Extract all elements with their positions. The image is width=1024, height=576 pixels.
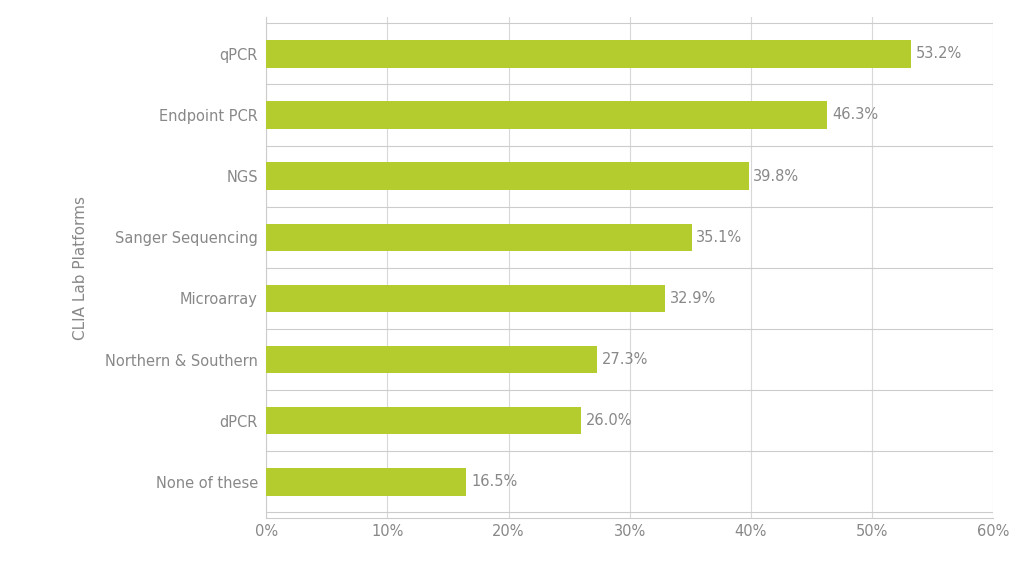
Text: 27.3%: 27.3% — [602, 352, 648, 367]
Bar — [266, 407, 582, 434]
Text: 32.9%: 32.9% — [670, 291, 716, 306]
Text: 39.8%: 39.8% — [754, 169, 800, 184]
Text: 16.5%: 16.5% — [471, 475, 517, 490]
Bar — [266, 223, 691, 251]
Y-axis label: CLIA Lab Platforms: CLIA Lab Platforms — [74, 196, 88, 340]
Text: 53.2%: 53.2% — [915, 46, 962, 61]
Bar — [266, 346, 597, 373]
Bar — [266, 101, 827, 128]
Bar — [266, 285, 665, 312]
Text: 35.1%: 35.1% — [696, 230, 742, 245]
Bar — [266, 40, 911, 67]
Text: 46.3%: 46.3% — [833, 108, 879, 123]
Bar — [266, 468, 466, 495]
Text: 26.0%: 26.0% — [586, 413, 633, 428]
Bar — [266, 162, 749, 190]
